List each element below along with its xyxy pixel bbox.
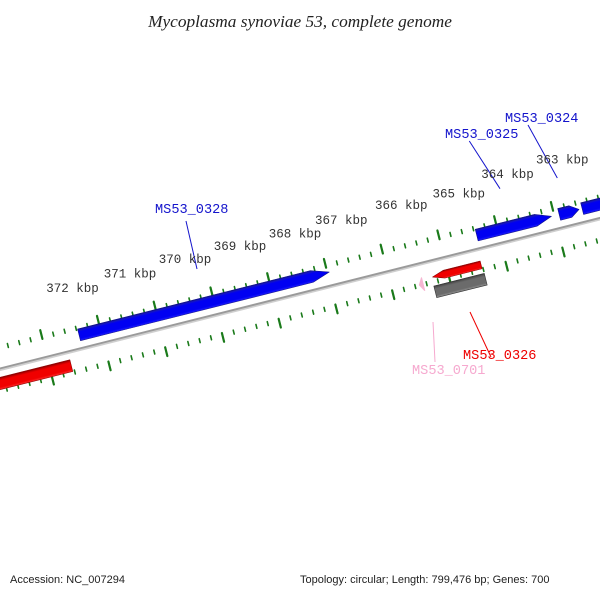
svg-text:MS53_0324: MS53_0324 — [505, 112, 578, 127]
svg-text:363 kbp: 363 kbp — [536, 153, 589, 167]
svg-text:366 kbp: 366 kbp — [375, 199, 428, 213]
svg-text:MS53_0325: MS53_0325 — [445, 128, 518, 143]
svg-text:370 kbp: 370 kbp — [159, 253, 212, 267]
svg-text:MS53_0326: MS53_0326 — [463, 349, 536, 364]
svg-text:367 kbp: 367 kbp — [315, 214, 368, 228]
svg-text:MS53_0328: MS53_0328 — [155, 203, 228, 218]
svg-text:369 kbp: 369 kbp — [214, 240, 267, 254]
svg-text:368 kbp: 368 kbp — [269, 228, 322, 242]
svg-text:371 kbp: 371 kbp — [104, 268, 157, 282]
svg-text:372 kbp: 372 kbp — [46, 282, 99, 296]
svg-text:365 kbp: 365 kbp — [433, 188, 486, 202]
svg-text:364 kbp: 364 kbp — [481, 168, 534, 182]
svg-text:MS53_0701: MS53_0701 — [412, 364, 485, 379]
